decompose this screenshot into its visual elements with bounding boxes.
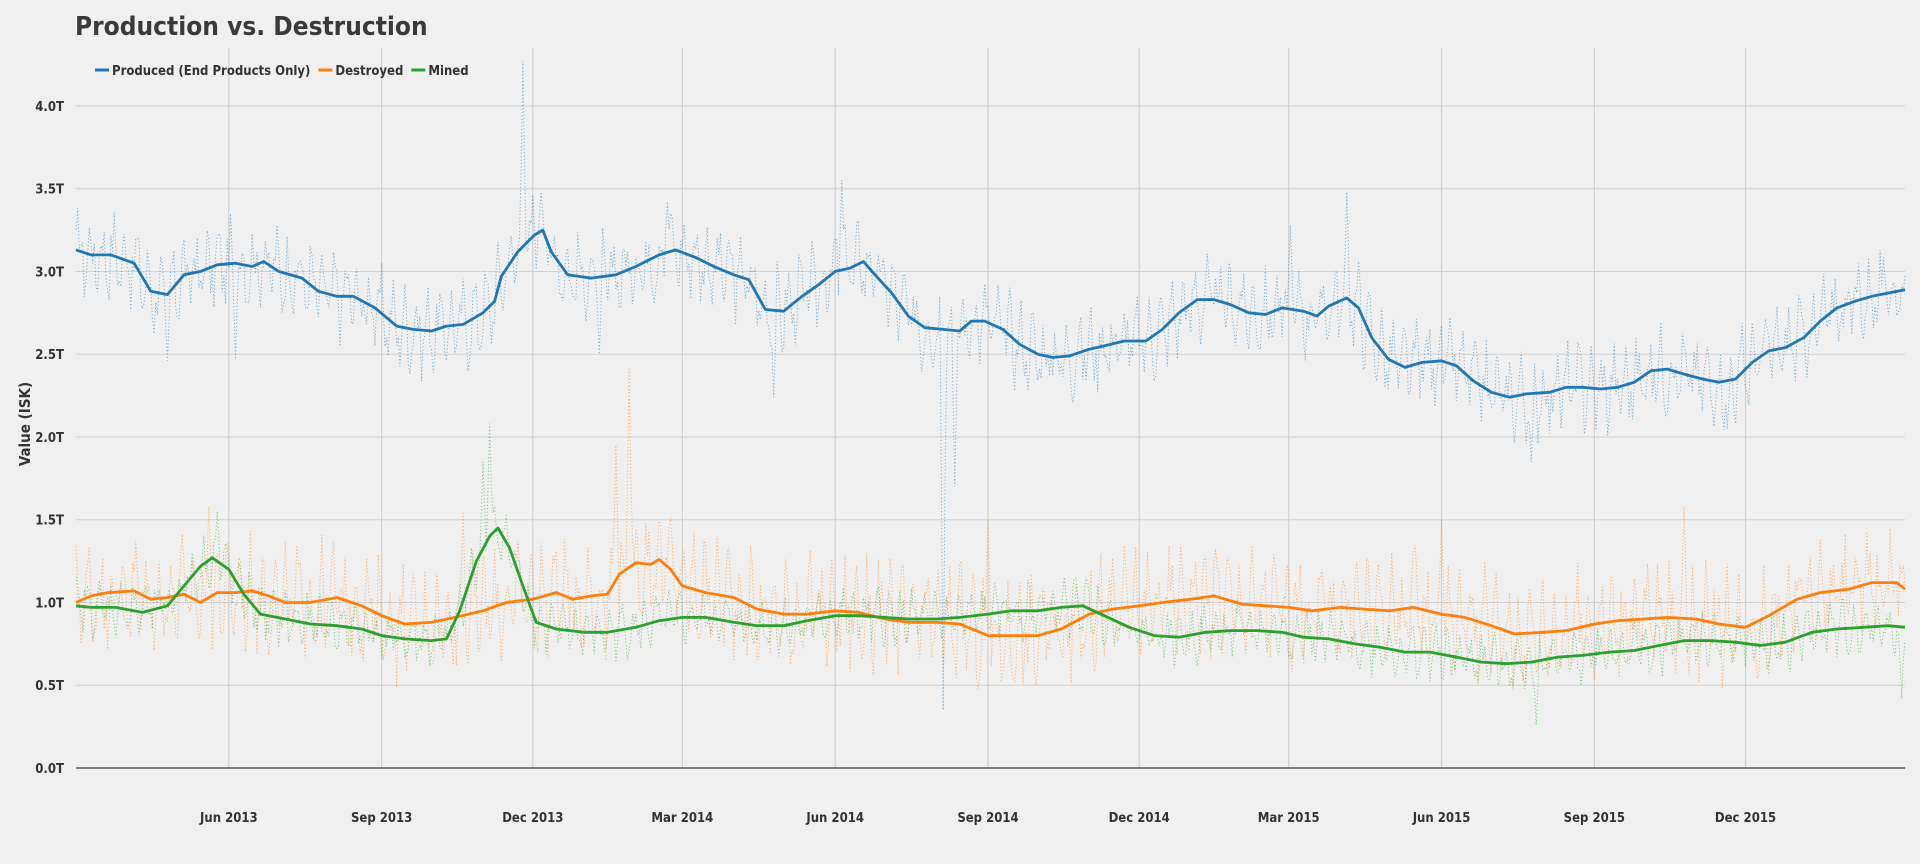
y-tick-label: 3.0T [35, 265, 64, 280]
grid [76, 48, 1905, 768]
legend-item[interactable]: Destroyed [318, 64, 403, 79]
x-tick-label: Jun 2015 [1412, 811, 1471, 826]
series-smoothed-line [75, 558, 1906, 637]
x-tick-label: Sep 2015 [1564, 811, 1625, 826]
x-tick-label: Mar 2015 [1258, 811, 1320, 826]
x-tick-label: Jun 2014 [805, 811, 864, 826]
y-tick-label: 0.5T [35, 679, 64, 694]
x-tick-label: Sep 2013 [351, 811, 412, 826]
y-axis-label: Value (ISK) [16, 382, 34, 466]
x-tick-label: Sep 2014 [957, 811, 1018, 826]
y-tick-label: 2.0T [35, 431, 64, 446]
series-smoothed-line [75, 526, 1906, 666]
y-tick-label: 0.0T [35, 762, 64, 777]
legend-item[interactable]: Mined [411, 64, 469, 79]
raw-series-layer [75, 61, 1906, 726]
y-tick-label: 1.0T [35, 596, 64, 611]
x-tick-label: Dec 2015 [1715, 811, 1776, 826]
y-tick-label: 1.5T [35, 514, 64, 529]
y-tick-label: 4.0T [35, 100, 64, 115]
chart-title: Production vs. Destruction [75, 12, 428, 42]
x-tick-label: Jun 2013 [199, 811, 258, 826]
x-tick-label: Dec 2013 [502, 811, 563, 826]
series-raw-line [75, 61, 1906, 711]
legend: Produced (End Products Only) Destroyed Min… [95, 64, 469, 79]
legend-item[interactable]: Produced (End Products Only) [95, 64, 310, 79]
legend-label: Produced (End Products Only) [112, 64, 310, 79]
y-tick-label: 3.5T [35, 183, 64, 198]
series-raw-line [75, 423, 1906, 726]
series-raw-line [75, 367, 1906, 691]
legend-label: Destroyed [335, 64, 403, 79]
legend-label: Mined [428, 64, 468, 79]
series-smoothed-line [75, 228, 1906, 399]
x-tick-label: Mar 2014 [651, 811, 713, 826]
y-tick-label: 2.5T [35, 348, 64, 363]
x-tick-label: Dec 2014 [1109, 811, 1170, 826]
axes: 0.0T 0.5T 1.0T 1.5T 2.0T 2.5T 3.0T 3.5T 4.0T Jun … [35, 100, 1905, 826]
smoothed-series-layer [75, 228, 1906, 666]
